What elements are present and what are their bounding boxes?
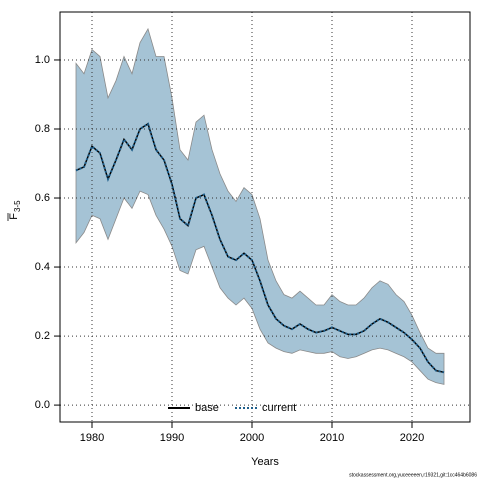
- plot-frame: [59, 11, 471, 423]
- y-tick-label: 0.6: [35, 192, 50, 204]
- y-tick-label: 0.2: [35, 330, 50, 342]
- y-tick-label: 0.4: [35, 261, 50, 273]
- y-tick-label: 0.0: [35, 399, 50, 411]
- x-tick-label: 2010: [320, 432, 344, 444]
- y-axis-label: F: [8, 213, 20, 220]
- x-tick-label: 2000: [240, 432, 264, 444]
- series-line: [75, 122, 445, 374]
- legend-label: base: [195, 402, 219, 414]
- y-tick-label: 0.8: [35, 123, 50, 135]
- x-tick-label: 1980: [80, 432, 104, 444]
- y-axis-label-subscript: 3-5: [13, 200, 22, 212]
- x-axis-label: Years: [251, 456, 279, 468]
- y-axis-label-group: F 3-5: [7, 200, 22, 221]
- legend-label: current: [262, 402, 296, 414]
- x-tick-label: 1990: [160, 432, 184, 444]
- y-tick-label: 1.0: [35, 54, 50, 66]
- confidence-band: [75, 27, 445, 385]
- footnote: stockassessment.org,yuceeeeen,r19321,git…: [349, 472, 477, 478]
- x-tick-label: 2020: [400, 432, 424, 444]
